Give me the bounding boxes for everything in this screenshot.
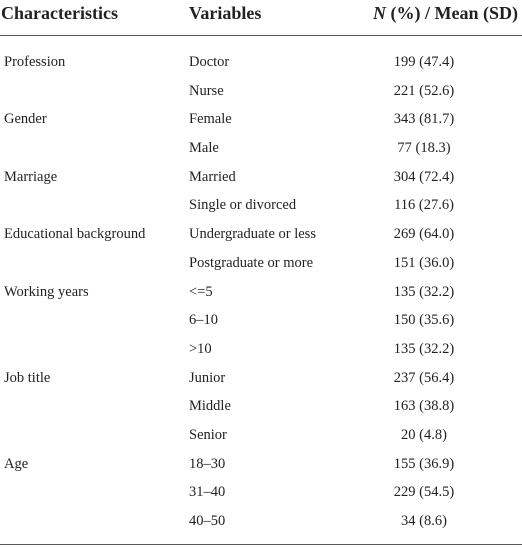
table-row: Gender Female 343 (81.7) <box>0 105 522 134</box>
variable-cell: Middle <box>189 398 231 415</box>
table-row: Age 18–30 155 (36.9) <box>0 450 522 479</box>
table-row: Single or divorced 116 (27.6) <box>0 191 522 220</box>
variable-cell: 6–10 <box>189 312 218 329</box>
header-statistic-rest: (%) / Mean (SD) <box>386 3 518 23</box>
value-cell: 199 (47.4) <box>393 54 455 70</box>
header-rule <box>0 35 522 36</box>
value-cell: 151 (36.0) <box>393 254 455 271</box>
value-cell: 237 (56.4) <box>393 369 455 386</box>
value-cell: 269 (64.0) <box>393 226 455 243</box>
value-cell: 34 (8.6) <box>401 513 447 529</box>
variable-cell: Male <box>189 140 219 157</box>
characteristic-cell: Job title <box>4 369 51 386</box>
value-cell: 163 (38.8) <box>393 398 455 415</box>
variable-cell: Nurse <box>189 82 224 99</box>
value-cell: 135 (32.2) <box>393 340 455 357</box>
header-characteristics: Characteristics <box>1 3 118 23</box>
table-header: Characteristics Variables N (%) / Mean (… <box>0 0 522 36</box>
value-cell: 343 (81.7) <box>393 111 455 128</box>
variable-cell: Married <box>189 168 236 185</box>
variable-cell: 40–50 <box>189 513 226 529</box>
variable-cell: Postgraduate or more <box>189 254 314 271</box>
variable-cell: Junior <box>189 369 226 386</box>
header-variables: Variables <box>189 3 262 23</box>
table-row: Middle 163 (38.8) <box>0 392 522 421</box>
characteristic-cell: Educational background <box>4 226 146 243</box>
variable-cell: Single or divorced <box>189 197 297 214</box>
value-cell: 77 (18.3) <box>397 140 451 157</box>
table-row: Senior 20 (4.8) <box>0 421 522 450</box>
table-row: Postgraduate or more 151 (36.0) <box>0 249 522 278</box>
table-row: Male 77 (18.3) <box>0 134 522 163</box>
table-row: >10 135 (32.2) <box>0 335 522 364</box>
value-cell: 304 (72.4) <box>393 168 455 185</box>
header-statistic-n: N <box>373 3 387 23</box>
table-row: Marriage Married 304 (72.4) <box>0 163 522 192</box>
table-row: 40–50 34 (8.6) <box>0 507 522 536</box>
variable-cell: <=5 <box>189 283 213 300</box>
variable-cell: >10 <box>189 340 212 357</box>
variable-cell: 31–40 <box>189 484 226 501</box>
bottom-rule <box>0 544 522 545</box>
value-cell: 221 (52.6) <box>393 82 455 99</box>
characteristic-cell: Marriage <box>4 168 58 185</box>
characteristic-cell: Working years <box>4 283 89 300</box>
variable-cell: 18–30 <box>189 455 226 472</box>
table-row: Job title Junior 237 (56.4) <box>0 364 522 393</box>
table-row: 31–40 229 (54.5) <box>0 478 522 507</box>
table-row: 6–10 150 (35.6) <box>0 306 522 335</box>
characteristic-cell: Gender <box>4 111 47 128</box>
variable-cell: Doctor <box>189 54 230 70</box>
value-cell: 229 (54.5) <box>393 484 455 501</box>
variable-cell: Female <box>189 111 232 128</box>
value-cell: 116 (27.6) <box>394 197 454 214</box>
characteristic-cell: Profession <box>4 54 66 70</box>
variable-cell: Senior <box>189 426 227 443</box>
table-row: Profession Doctor 199 (47.4) <box>0 48 522 77</box>
table-row: Educational background Undergraduate or l… <box>0 220 522 249</box>
variable-cell: Undergraduate or less <box>189 226 316 243</box>
header-statistic: N (%) / Mean (SD) <box>373 1 518 25</box>
characteristic-cell: Age <box>4 455 29 472</box>
value-cell: 135 (32.2) <box>393 283 455 300</box>
table-body: Profession Doctor 199 (47.4) Nurse 221 (52.6… <box>0 48 522 536</box>
value-cell: 20 (4.8) <box>401 426 447 443</box>
table-row: Nurse 221 (52.6) <box>0 77 522 106</box>
value-cell: 150 (35.6) <box>393 312 455 329</box>
table-row: Working years <=5 135 (32.2) <box>0 278 522 307</box>
value-cell: 155 (36.9) <box>393 455 455 472</box>
